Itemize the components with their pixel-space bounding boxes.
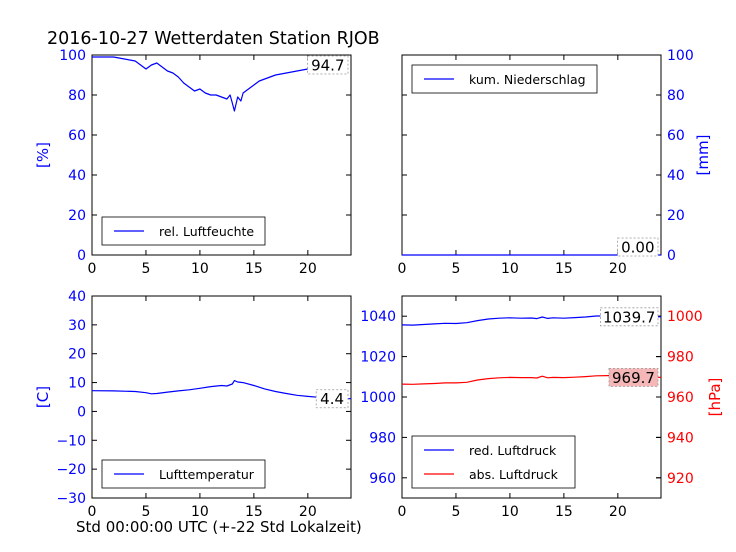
current-value-label-box [315, 389, 349, 409]
y-tick-label: −10 [56, 433, 86, 449]
x-tick-label: 15 [555, 261, 573, 277]
figure-x-axis-label: Std 00:00:00 UTC (+-22 Std Lokalzeit) [76, 518, 362, 536]
y-axis-label: [C] [34, 386, 52, 408]
current-value-label-box [617, 237, 659, 257]
legend-label: rel. Luftfeuchte [159, 224, 254, 239]
y2-tick-label: 940 [667, 430, 694, 446]
y-tick-label: 0 [77, 248, 86, 264]
y-tick-label: 60 [667, 128, 685, 144]
current-value-label-box [307, 55, 349, 75]
legend-label: red. Luftdruck [469, 443, 557, 458]
x-tick-label: 10 [501, 504, 519, 520]
x-tick-label: 15 [245, 504, 263, 520]
figure-title: 2016-10-27 Wetterdaten Station RJOB [47, 29, 380, 49]
y-axis-label: [mm] [694, 135, 712, 176]
current-value-label: 1039.7 [603, 308, 656, 326]
y-tick-label: 1000 [360, 390, 396, 406]
y-tick-label: 20 [68, 208, 86, 224]
y2-tick-label: 1000 [667, 309, 703, 325]
x-tick-label: 20 [299, 261, 317, 277]
x-tick-label: 5 [141, 261, 150, 277]
y-tick-label: 960 [369, 471, 396, 487]
legend: kum. Niederschlag [411, 64, 598, 94]
x-tick-label: 5 [141, 504, 150, 520]
legend: rel. Luftfeuchte [101, 216, 266, 246]
current-value-label: 0.00 [621, 239, 654, 257]
x-tick-label: 20 [609, 504, 627, 520]
x-tick-label: 0 [88, 261, 97, 277]
panel-bottom-right: 0 5 10 15 20 960 980 1000 1020 1040 920 940 960 980 10… [360, 295, 724, 520]
x-tick-label: 20 [299, 504, 317, 520]
panel-top-left: 0 5 10 15 20 0 20 40 60 80 100 [%] 94.7 rel. Luftfeuc… [34, 48, 352, 277]
y-tick-label: 0 [77, 404, 86, 420]
y-tick-label: 80 [68, 88, 86, 104]
legend-label: Lufttemperatur [159, 467, 255, 482]
x-tick-label: 20 [609, 261, 627, 277]
y-axis-label: [%] [34, 142, 52, 168]
y-tick-label: 30 [68, 318, 86, 334]
legend: red. Luftdruck abs. Luftdruck [411, 435, 576, 489]
current-value-label-2-box [608, 368, 659, 387]
current-value-label-2: 969.7 [612, 369, 655, 387]
legend: Lufttemperatur [101, 459, 266, 489]
y-tick-label: 100 [59, 48, 86, 64]
y-tick-label: 20 [667, 208, 685, 224]
y-tick-label: 20 [68, 347, 86, 363]
legend-label: kum. Niederschlag [469, 72, 586, 87]
y-tick-label: 40 [667, 168, 685, 184]
panel-bottom-left: 0 5 10 15 20 −30 −20 −10 0 10 20 30 40 [C] 4.4 Lufttemp… [34, 289, 352, 520]
current-value-label-box [600, 307, 659, 327]
x-tick-label: 5 [451, 504, 460, 520]
x-tick-label: 0 [398, 504, 407, 520]
series-line [92, 56, 346, 112]
y-tick-label: 100 [667, 48, 694, 64]
y-tick-label: 980 [369, 430, 396, 446]
current-value-label: 94.7 [311, 57, 344, 75]
y-tick-label: 80 [667, 88, 685, 104]
x-tick-label: 0 [88, 504, 97, 520]
panel-top-right: 0 5 10 15 20 0 20 40 60 80 100 [mm] 0.00 kum. Nieders… [398, 48, 712, 277]
y-tick-label: 0 [667, 248, 676, 264]
x-tick-label: 10 [501, 261, 519, 277]
series-line [91, 380, 351, 400]
current-value-label: 4.4 [320, 390, 344, 408]
y2-tick-label: 980 [667, 350, 694, 366]
y-tick-label: 1020 [360, 350, 396, 366]
y2-tick-label: 920 [667, 471, 694, 487]
legend-box [411, 435, 576, 489]
x-tick-label: 15 [555, 504, 573, 520]
x-tick-label: 5 [451, 261, 460, 277]
y-tick-label: −20 [56, 462, 86, 478]
x-tick-label: 10 [191, 261, 209, 277]
x-tick-label: 15 [245, 261, 263, 277]
y-tick-label: 40 [68, 168, 86, 184]
y-tick-label: 60 [68, 128, 86, 144]
y-tick-label: 40 [68, 289, 86, 305]
y2-axis-label: [hPa] [706, 378, 724, 417]
y2-tick-label: 960 [667, 390, 694, 406]
legend-label: abs. Luftdruck [469, 467, 559, 482]
x-tick-label: 0 [398, 261, 407, 277]
x-tick-label: 10 [191, 504, 209, 520]
y-tick-label: 10 [68, 376, 86, 392]
y-tick-label: −30 [56, 491, 86, 507]
y-tick-label: 1040 [360, 309, 396, 325]
